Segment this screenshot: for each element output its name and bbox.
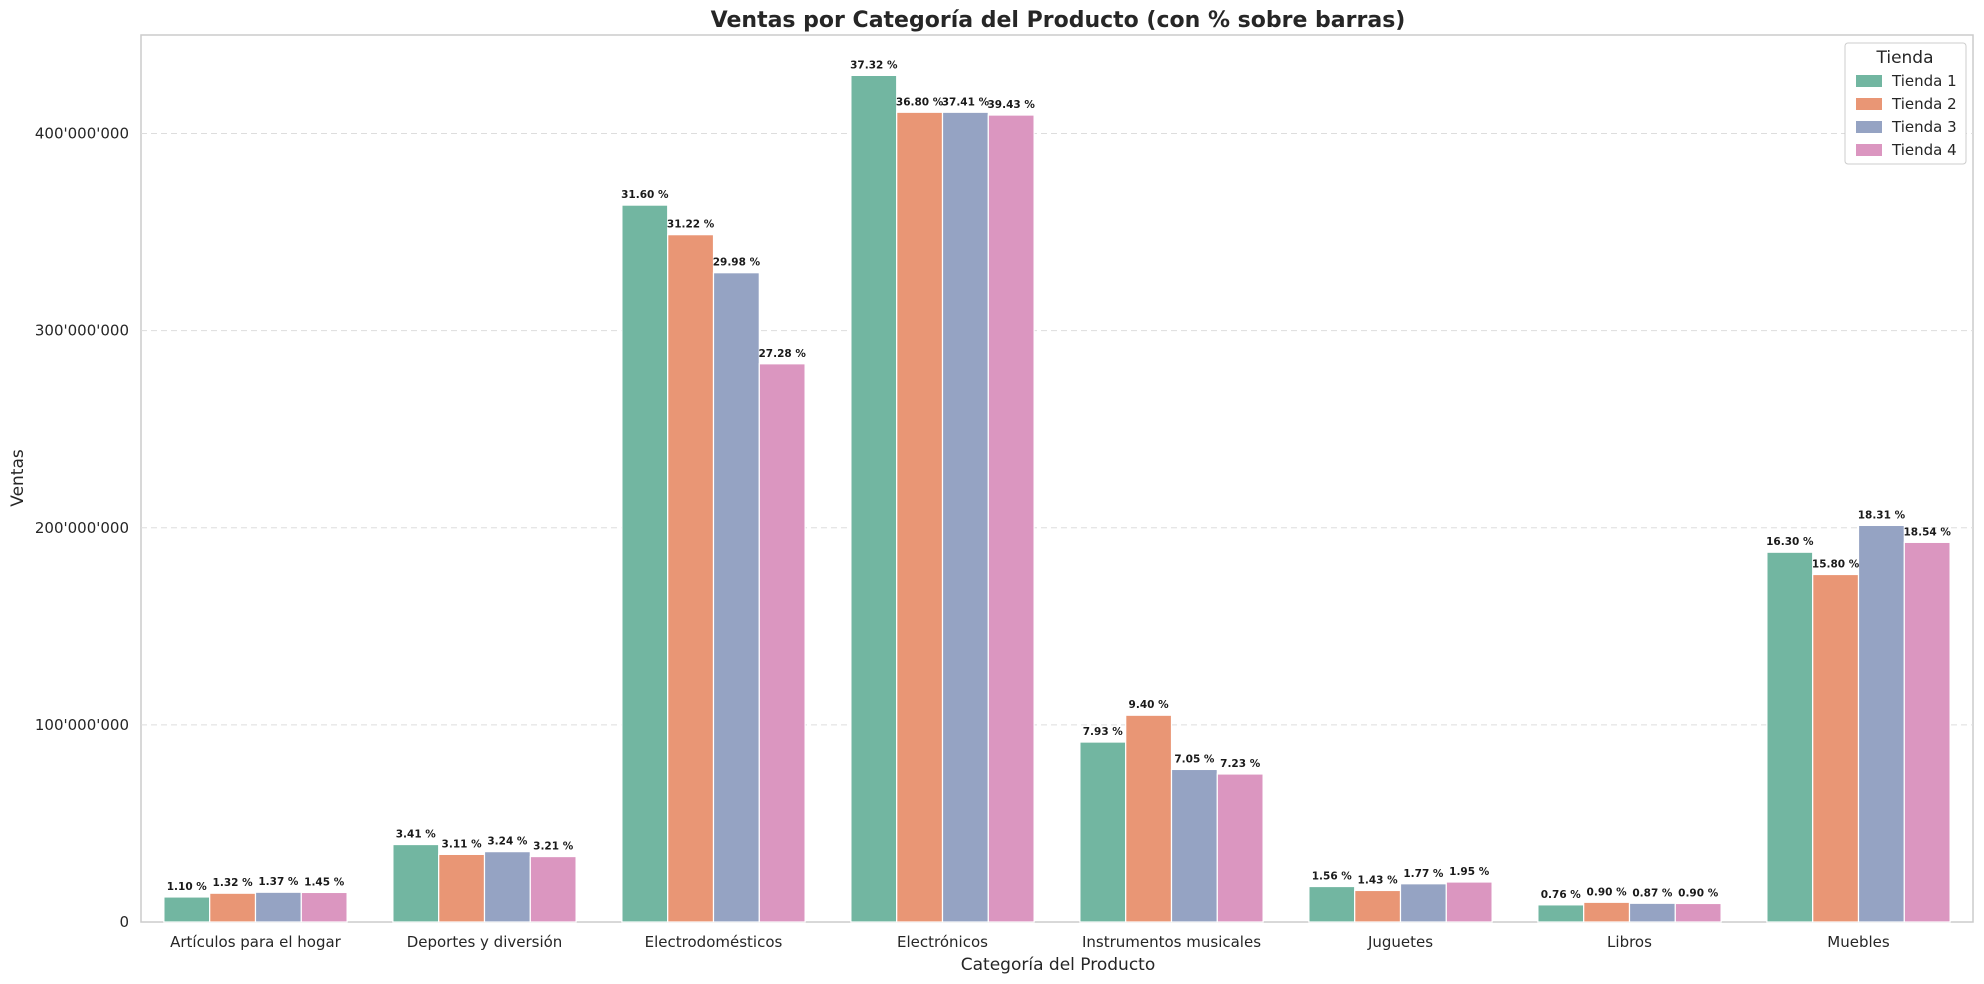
- bar: [529, 855, 577, 923]
- bar-data-label: 3.24 %: [487, 836, 528, 848]
- legend-swatch: [1856, 75, 1882, 87]
- bar: [1766, 551, 1814, 923]
- bar: [1812, 573, 1860, 923]
- bar-data-label: 1.37 %: [258, 876, 299, 888]
- bar-data-label: 18.31 %: [1858, 509, 1906, 521]
- bar-data-label: 0.90 %: [1678, 887, 1719, 899]
- bar: [438, 853, 486, 923]
- bar: [1399, 883, 1447, 923]
- bar-data-label: 16.30 %: [1766, 536, 1814, 548]
- bar: [1628, 902, 1676, 923]
- bar: [987, 114, 1035, 923]
- legend-entry: Tienda 1: [1891, 72, 1957, 90]
- bar-data-label: 3.21 %: [533, 841, 574, 853]
- y-axis-ticks: 0 100'000'000 200'000'000 300'000'000 400'00…: [35, 125, 129, 931]
- bar: [392, 843, 440, 923]
- legend-entry: Tienda 3: [1891, 118, 1957, 136]
- bar: [163, 896, 211, 923]
- bar-data-label: 1.10 %: [167, 881, 208, 893]
- bar-data-label: 18.54 %: [1904, 526, 1952, 538]
- bar: [758, 363, 806, 923]
- bar: [1674, 902, 1722, 923]
- bar-data-label: 7.93 %: [1083, 726, 1124, 738]
- legend-title: Tienda: [1875, 48, 1933, 68]
- legend-swatch: [1856, 98, 1882, 110]
- legend-box: [1844, 42, 1967, 165]
- bar: [1170, 768, 1218, 923]
- bar: [300, 891, 348, 923]
- x-tick-label: Libros: [1607, 933, 1652, 951]
- bar-data-label: 3.11 %: [442, 838, 483, 850]
- bar-data-label: 3.41 %: [396, 829, 437, 841]
- bar: [1216, 773, 1264, 923]
- x-tick-label: Electrodomésticos: [645, 933, 783, 951]
- y-tick-label: 200'000'000: [35, 519, 129, 537]
- x-tick-label: Electrónicos: [897, 933, 988, 951]
- y-tick-label: 100'000'000: [35, 716, 129, 734]
- bar-data-label: 0.90 %: [1587, 886, 1628, 898]
- x-tick-label: Instrumentos musicales: [1082, 933, 1261, 951]
- bar-data-label: 36.80 %: [896, 96, 944, 108]
- bar-data-label: 37.41 %: [942, 96, 990, 108]
- bar-data-label: 1.45 %: [304, 876, 345, 888]
- x-tick-label: Artículos para el hogar: [170, 933, 342, 951]
- bar-data-label: 0.87 %: [1632, 887, 1673, 899]
- bar-data-label: 7.23 %: [1220, 758, 1261, 770]
- data-labels: 1.10 % 3.41 % 31.60 % 37.32 % 7.93 % 1.56 % 0.…: [167, 59, 1952, 900]
- x-axis-ticks: Artículos para el hogar Deportes y divers…: [170, 933, 1890, 951]
- bar-data-label: 29.98 %: [713, 257, 761, 269]
- bar-data-label: 1.32 %: [213, 877, 254, 889]
- bar-data-label: 31.60 %: [621, 189, 669, 201]
- bar-data-label: 27.28 %: [759, 348, 807, 360]
- bar-data-label: 37.32 %: [850, 59, 898, 71]
- bar: [896, 111, 944, 923]
- x-tick-label: Juguetes: [1367, 933, 1433, 951]
- x-tick-label: Deportes y diversión: [407, 933, 563, 951]
- bar-data-label: 31.22 %: [667, 219, 715, 231]
- bar-data-label: 1.95 %: [1449, 866, 1490, 878]
- bar: [209, 892, 257, 923]
- legend-entry: Tienda 4: [1891, 141, 1957, 159]
- plot-frame: [140, 34, 1974, 923]
- bars: [163, 74, 1951, 923]
- y-tick-label: 400'000'000: [35, 125, 129, 143]
- bar: [1079, 741, 1127, 923]
- legend: Tienda Tienda 1 Tienda 2 Tienda 3 Tienda 4: [1844, 42, 1967, 165]
- bar: [1125, 714, 1173, 923]
- bar-data-label: 1.77 %: [1403, 868, 1444, 880]
- bar-data-label: 7.05 %: [1174, 753, 1215, 765]
- bar: [1583, 901, 1631, 923]
- bar-data-label: 39.43 %: [988, 99, 1036, 111]
- y-tick-label: 300'000'000: [35, 322, 129, 340]
- chart-title: Ventas por Categoría del Producto (con %…: [711, 8, 1406, 33]
- bar-data-label: 0.76 %: [1541, 889, 1582, 901]
- bar: [1354, 889, 1402, 923]
- legend-entry: Tienda 2: [1891, 95, 1957, 113]
- bar: [1308, 885, 1356, 923]
- bar: [1445, 881, 1493, 923]
- bar-data-label: 1.43 %: [1358, 874, 1399, 886]
- bar: [712, 272, 760, 923]
- bar-data-label: 9.40 %: [1129, 699, 1170, 711]
- y-tick-label: 0: [119, 913, 129, 931]
- x-tick-label: Muebles: [1827, 933, 1890, 951]
- grid-lines: [141, 133, 1973, 726]
- bar: [483, 851, 531, 923]
- bar: [621, 204, 669, 923]
- bar: [1537, 904, 1585, 923]
- bar: [667, 234, 715, 923]
- bar: [254, 891, 302, 923]
- bar: [1903, 541, 1951, 923]
- legend-swatch: [1856, 121, 1882, 133]
- bar: [941, 111, 989, 923]
- y-axis-label: Ventas: [8, 449, 28, 507]
- bar-data-label: 1.56 %: [1312, 871, 1353, 883]
- bar-data-label: 15.80 %: [1812, 558, 1860, 570]
- bar: [850, 74, 898, 923]
- x-axis-label: Categoría del Producto: [961, 955, 1155, 975]
- legend-swatch: [1856, 144, 1882, 156]
- bar: [1857, 524, 1905, 923]
